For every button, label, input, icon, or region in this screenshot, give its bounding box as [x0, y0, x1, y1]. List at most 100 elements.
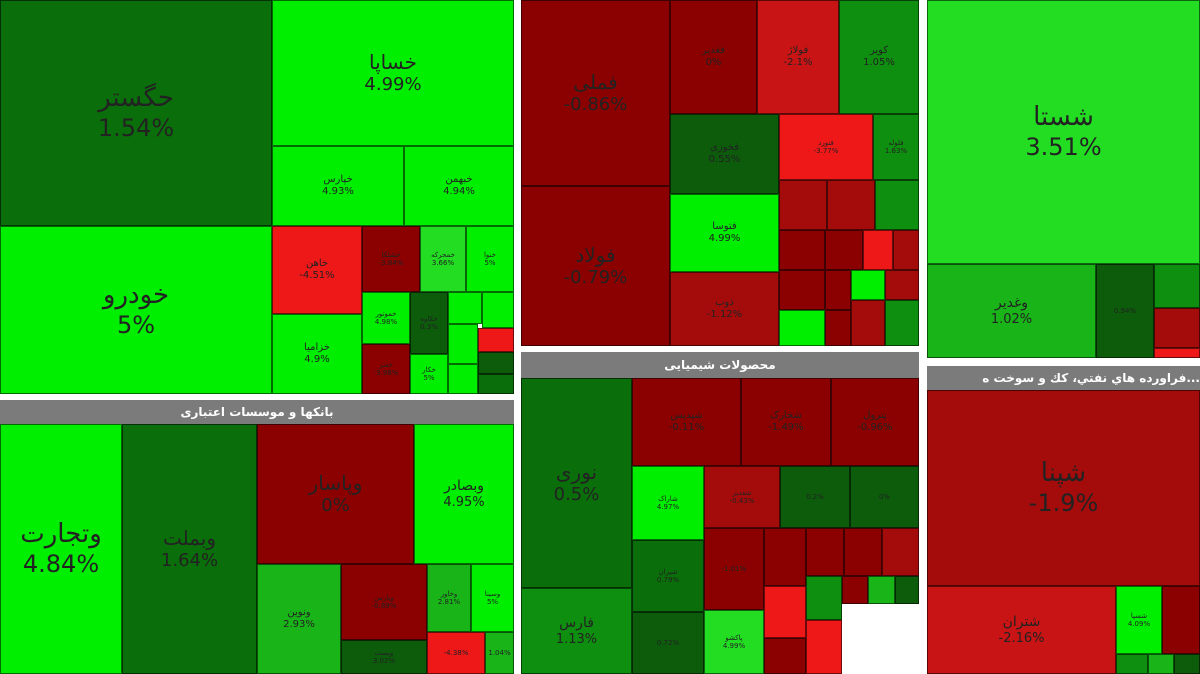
treemap-tile[interactable] — [827, 180, 875, 230]
treemap-tile[interactable]: -1.01% — [704, 528, 764, 610]
treemap-tile[interactable]: کویر 1.05% — [839, 0, 919, 114]
treemap-tile[interactable] — [1154, 308, 1200, 348]
treemap-tile[interactable]: شسپا 4.09% — [1116, 586, 1162, 654]
treemap-tile[interactable] — [478, 352, 514, 374]
treemap-tile[interactable]: -4.38% — [427, 632, 485, 674]
treemap-tile[interactable] — [825, 230, 863, 270]
treemap-tile[interactable] — [448, 364, 478, 394]
treemap-tile[interactable]: خمحرکه 3.66% — [420, 226, 466, 292]
treemap-tile[interactable]: فولاد -0.79% — [521, 186, 670, 346]
treemap-tile[interactable] — [851, 300, 885, 346]
treemap-tile[interactable] — [893, 230, 919, 270]
tile-symbol: شتران — [1002, 613, 1041, 630]
treemap-tile[interactable] — [885, 300, 919, 346]
treemap-tile[interactable]: وپست 3.02% — [341, 640, 427, 674]
tile-percent: 3.02% — [372, 657, 396, 665]
treemap-tile[interactable] — [1148, 654, 1174, 674]
tile-symbol: خکاوه — [420, 314, 438, 323]
treemap-tile[interactable]: فولاژ -2.1% — [757, 0, 839, 114]
treemap-tile[interactable]: 0.2% — [780, 466, 850, 528]
tile-percent: 1.64% — [160, 550, 219, 572]
treemap-tile[interactable] — [1154, 264, 1200, 308]
treemap-tile[interactable] — [863, 230, 893, 270]
treemap-tile[interactable]: ذوب -1.12% — [670, 272, 779, 346]
treemap-tile[interactable]: ونوین 2.93% — [257, 564, 341, 674]
treemap-tile[interactable] — [806, 576, 842, 620]
treemap-tile[interactable]: فلوله 1.63% — [873, 114, 919, 180]
tile-symbol: شیران — [658, 567, 678, 576]
treemap-tile[interactable]: وغدیر 1.02% — [927, 264, 1096, 358]
treemap-tile[interactable]: وبملت 1.64% — [122, 424, 257, 674]
treemap-tile[interactable] — [1154, 348, 1200, 358]
treemap-tile[interactable] — [825, 310, 851, 346]
treemap-tile[interactable]: شپنا -1.9% — [927, 390, 1200, 586]
treemap-tile[interactable]: فارس 1.13% — [521, 588, 632, 674]
treemap-tile[interactable] — [875, 180, 919, 230]
treemap-tile[interactable] — [779, 270, 825, 310]
treemap-tile[interactable]: وپاسار 0% — [257, 424, 414, 564]
treemap-tile[interactable] — [448, 324, 478, 364]
treemap-tile[interactable]: وپارس -0.89% — [341, 564, 427, 640]
treemap-tile[interactable]: خفنر -3.98% — [362, 344, 410, 394]
treemap-tile[interactable]: شخارک -1.49% — [741, 378, 831, 466]
treemap-tile[interactable] — [482, 292, 514, 328]
treemap-tile[interactable] — [1162, 586, 1200, 654]
treemap-tile[interactable] — [895, 576, 919, 604]
treemap-tile[interactable]: 0% — [850, 466, 919, 528]
treemap-tile[interactable]: خنوا 5% — [466, 226, 514, 292]
treemap-tile[interactable] — [478, 374, 514, 394]
treemap-tile[interactable]: خشلکا -3.84% — [362, 226, 420, 292]
treemap-tile[interactable]: خکاوه 0.3% — [410, 292, 448, 354]
treemap-tile[interactable] — [842, 576, 868, 604]
treemap-tile[interactable]: خپارس 4.93% — [272, 146, 404, 226]
treemap-tile[interactable] — [844, 528, 882, 576]
treemap-tile[interactable] — [779, 230, 825, 270]
treemap-tile[interactable]: فتوسا 4.99% — [670, 194, 779, 272]
treemap-tile[interactable] — [764, 528, 806, 586]
treemap-tile[interactable] — [764, 638, 806, 674]
treemap-tile[interactable]: 0.72% — [632, 612, 704, 674]
treemap-tile[interactable] — [779, 180, 827, 230]
treemap-tile[interactable] — [885, 270, 919, 300]
treemap-tile[interactable]: نوری 0.5% — [521, 378, 632, 588]
treemap-tile[interactable]: خکار 5% — [410, 354, 448, 394]
treemap-tile[interactable] — [1116, 654, 1148, 674]
treemap-tile[interactable]: 1.04% — [485, 632, 514, 674]
treemap-tile[interactable]: شغدیر -0.43% — [704, 466, 780, 528]
treemap-tile[interactable] — [764, 586, 806, 638]
treemap-tile[interactable]: شستا 3.51% — [927, 0, 1200, 264]
treemap-tile[interactable]: پاکشو 4.99% — [704, 610, 764, 674]
treemap-tile[interactable]: فغدیر 0% — [670, 0, 757, 114]
treemap-tile[interactable]: وسینا 5% — [471, 564, 514, 632]
treemap-tile[interactable] — [825, 270, 851, 310]
treemap-tile[interactable] — [806, 620, 842, 674]
treemap-tile[interactable]: حگستر 1.54% — [0, 0, 272, 226]
treemap-tile[interactable]: وخاور 2.81% — [427, 564, 471, 632]
treemap-tile[interactable]: فملی -0.86% — [521, 0, 670, 186]
treemap-tile[interactable]: خموتور 4.98% — [362, 292, 410, 344]
treemap-tile[interactable]: فنورد -3.77% — [779, 114, 873, 180]
treemap-tile[interactable] — [806, 528, 844, 576]
treemap-tile[interactable] — [1174, 654, 1200, 674]
treemap-tile[interactable] — [448, 292, 482, 324]
treemap-tile[interactable]: شپدیس -0.11% — [632, 378, 741, 466]
treemap-tile[interactable]: شیران 0.79% — [632, 540, 704, 612]
treemap-tile[interactable]: خبهمن 4.94% — [404, 146, 514, 226]
treemap-tile[interactable]: پترول -0.96% — [831, 378, 919, 466]
treemap-tile[interactable]: فخوزی 0.55% — [670, 114, 779, 194]
treemap-tile[interactable]: شاراک 4.97% — [632, 466, 704, 540]
treemap-tile[interactable] — [868, 576, 895, 604]
treemap-tile[interactable]: وتجارت 4.84% — [0, 424, 122, 674]
treemap-tile[interactable]: وبصادر 4.95% — [414, 424, 514, 564]
treemap-tile[interactable]: خودرو 5% — [0, 226, 272, 394]
treemap-tile[interactable] — [851, 270, 885, 300]
tile-symbol: خموتور — [375, 309, 397, 318]
treemap-tile[interactable] — [779, 310, 825, 346]
treemap-tile[interactable]: خاهن -4.51% — [272, 226, 362, 314]
treemap-tile[interactable]: شتران -2.16% — [927, 586, 1116, 674]
treemap-tile[interactable] — [882, 528, 919, 576]
treemap-tile[interactable]: خزامیا 4.9% — [272, 314, 362, 394]
treemap-tile[interactable] — [478, 328, 514, 352]
treemap-tile[interactable]: خساپا 4.99% — [272, 0, 514, 146]
treemap-tile[interactable]: 0.94% — [1096, 264, 1154, 358]
